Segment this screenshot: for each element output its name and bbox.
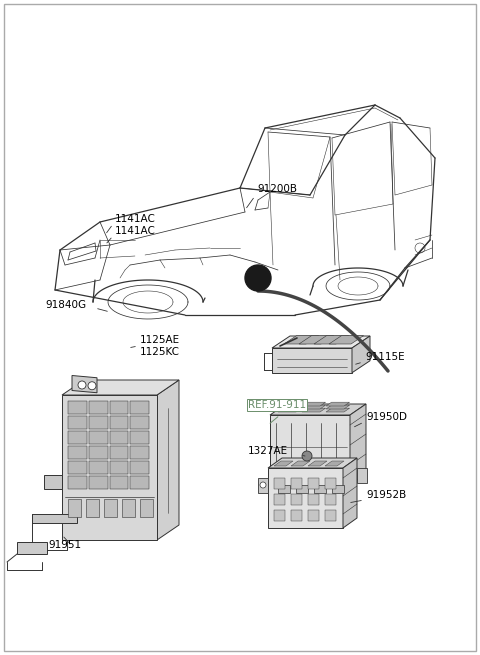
Bar [291,478,302,489]
Bar [130,431,149,443]
Polygon shape [326,402,349,406]
Polygon shape [343,458,357,528]
Bar [89,431,108,443]
Polygon shape [44,475,62,489]
Text: 91115E: 91115E [365,352,405,362]
Polygon shape [32,514,77,523]
Polygon shape [350,404,366,485]
Bar [278,485,290,493]
Polygon shape [274,461,293,466]
Bar [130,460,149,474]
Bar [68,460,87,474]
Bar [308,510,319,521]
Polygon shape [157,380,179,540]
Bar [308,494,319,505]
Bar [109,416,128,429]
Bar [130,446,149,458]
Bar [89,401,108,414]
Text: 91951: 91951 [48,540,81,550]
Bar [89,446,108,458]
Polygon shape [314,335,348,344]
Bar [109,431,128,443]
Bar [122,499,135,517]
Circle shape [302,451,312,461]
Bar [109,446,128,458]
Bar [291,510,302,521]
Text: 91950D: 91950D [366,412,407,422]
Bar [296,485,308,493]
Polygon shape [302,405,325,409]
Polygon shape [272,348,352,373]
Polygon shape [62,395,157,540]
Bar [308,478,319,489]
Polygon shape [302,402,325,406]
Bar [68,476,87,489]
Polygon shape [326,408,349,412]
Bar [109,401,128,414]
Text: 1125AE: 1125AE [140,335,180,345]
Polygon shape [284,335,319,344]
Bar [89,460,108,474]
Polygon shape [329,335,364,344]
Text: 91200B: 91200B [257,184,297,194]
Bar [68,431,87,443]
Text: 91952B: 91952B [366,490,406,500]
Polygon shape [272,336,370,348]
Text: REF.91-911: REF.91-911 [248,400,306,410]
Polygon shape [278,405,301,409]
Polygon shape [62,380,179,395]
Polygon shape [268,458,357,468]
Text: 1141AC: 1141AC [115,226,156,236]
Text: 1141AC: 1141AC [115,214,156,224]
Polygon shape [278,402,301,406]
Bar [68,416,87,429]
Bar [130,401,149,414]
Bar [89,416,108,429]
Bar [89,476,108,489]
Polygon shape [326,405,349,409]
Circle shape [88,382,96,390]
Text: 1327AE: 1327AE [248,446,288,456]
Circle shape [260,482,266,488]
Polygon shape [299,335,334,344]
Bar [314,485,326,493]
Circle shape [245,265,271,291]
Bar [68,446,87,458]
Bar [68,499,81,517]
Polygon shape [291,461,310,466]
Bar [86,499,99,517]
Polygon shape [278,408,301,412]
Polygon shape [270,415,350,485]
Bar [325,478,336,489]
Bar [109,476,128,489]
Text: 91840G: 91840G [45,300,86,310]
Polygon shape [302,408,325,412]
Polygon shape [308,461,327,466]
Bar [68,401,87,414]
Polygon shape [72,375,97,393]
Circle shape [78,381,86,389]
Bar [325,494,336,505]
Bar [140,499,153,517]
Bar [332,485,344,493]
Bar [274,494,285,505]
Bar [104,499,117,517]
Bar [325,510,336,521]
Text: 1125KC: 1125KC [140,347,180,357]
Polygon shape [325,461,344,466]
Polygon shape [258,478,268,493]
Polygon shape [268,468,343,528]
Polygon shape [270,404,366,415]
Polygon shape [357,468,367,483]
Bar [274,510,285,521]
Bar [130,416,149,429]
Polygon shape [352,336,370,373]
Bar [291,494,302,505]
Bar [130,476,149,489]
Polygon shape [17,542,47,554]
Bar [274,478,285,489]
Bar [109,460,128,474]
